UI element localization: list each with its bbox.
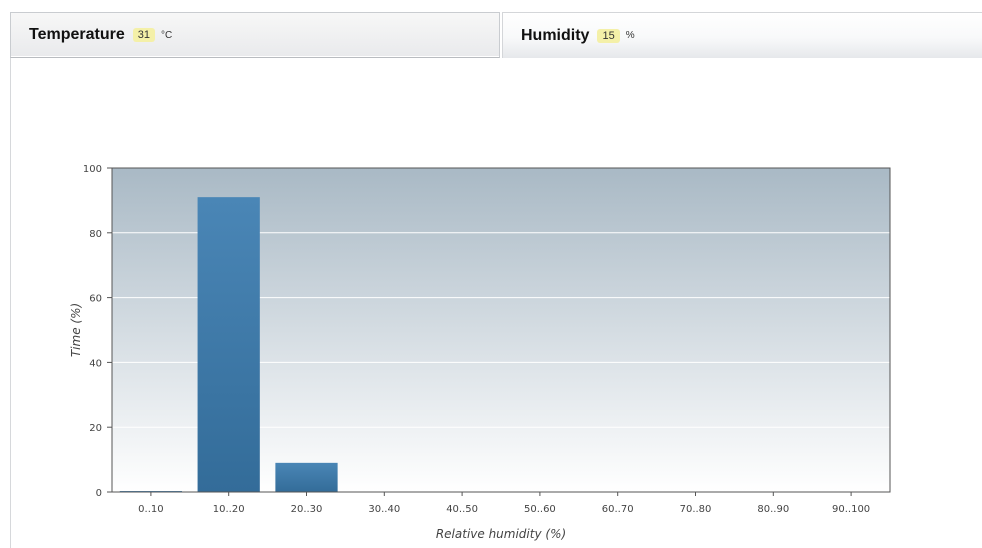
bar-20..30 [275,462,338,492]
y-tick-label: 0 [96,488,102,499]
humidity-value-badge: 15 [597,28,620,43]
tab-temperature[interactable]: Temperature 31 °C [10,12,500,58]
x-tick-label: 40..50 [446,504,478,515]
x-axis-title: Relative humidity (%) [436,527,566,541]
x-tick-label: 70..80 [680,504,712,515]
x-tick-label: 20..30 [291,504,323,515]
tab-humidity[interactable]: Humidity 15 % [502,12,982,58]
x-tick-label: 0..10 [138,504,163,515]
x-tick-label: 50..60 [524,504,556,515]
x-tick-label: 10..20 [213,504,245,515]
y-tick-label: 100 [83,164,102,175]
x-tick-label: 60..70 [602,504,634,515]
x-tick-label: 30..40 [368,504,400,515]
temperature-value-badge: 31 [132,28,155,42]
panel-border [10,58,11,548]
x-tick-label: 80..90 [757,504,789,515]
temperature-unit: °C [160,29,173,41]
plot-frame [111,167,891,493]
humidity-unit: % [625,30,635,41]
y-tick-label: 20 [89,423,102,434]
y-tick-label: 80 [89,229,102,240]
tab-temperature-label: Temperature [29,26,125,43]
tab-humidity-label: Humidity [521,26,590,44]
y-tick-label: 40 [89,358,102,369]
x-tick-label: 90..100 [832,504,870,515]
y-tick-label: 60 [89,294,102,305]
bar-10..20 [197,197,260,492]
y-axis-title: Time (%) [69,303,83,357]
